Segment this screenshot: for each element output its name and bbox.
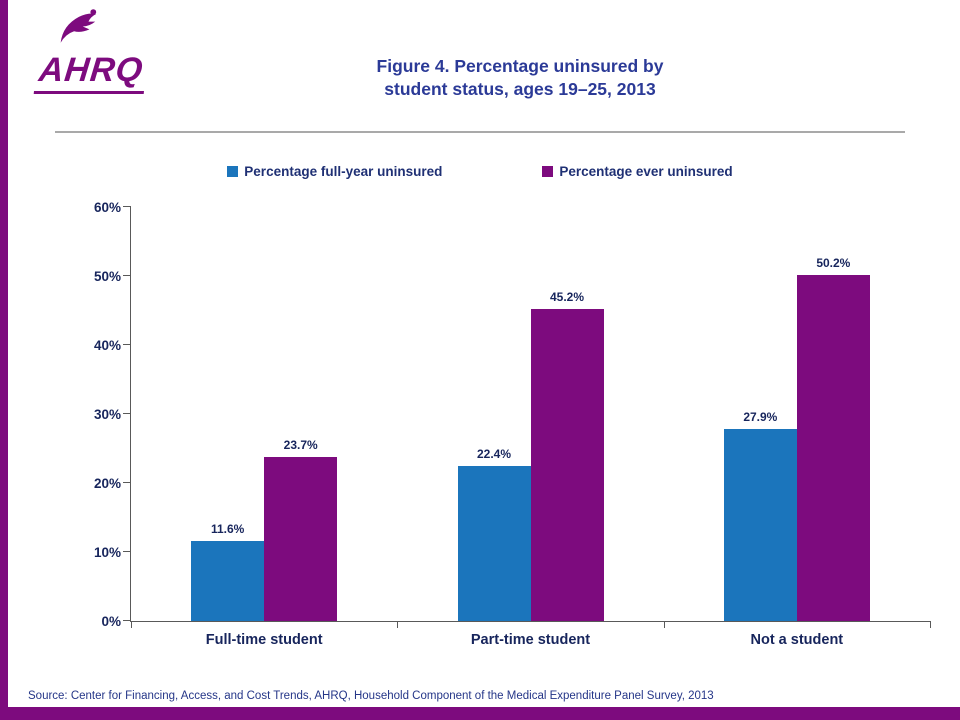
bar-value-label: 22.4% [476,447,512,462]
bar-value-label: 11.6% [210,521,245,536]
legend-label-ever-uninsured: Percentage ever uninsured [559,164,733,179]
y-axis-tick-label: 60% [93,200,121,215]
bar-full-year-uninsured [723,428,797,621]
bar-ever-uninsured [796,274,870,621]
page-title-line2: student status, ages 19–25, 2013 [384,79,656,99]
x-axis-category-label: Full-time student [205,632,323,648]
y-axis-tick-label: 50% [93,269,121,284]
hhs-eagle-icon [52,4,100,48]
bar-value-label: 23.7% [283,438,318,453]
legend-swatch-blue-icon [227,166,239,177]
legend-item-ever-uninsured: Percentage ever uninsured [542,164,733,179]
bar-ever-uninsured [264,457,338,621]
y-axis-tick [123,551,131,552]
y-axis-tick [123,482,131,483]
bar-full-year-uninsured [191,540,265,621]
y-axis-tick [123,275,131,276]
x-axis-tick [930,621,931,628]
plot-area: 0% 10% 20% 30% 40% 50% 60% Full-time student 11.… [94,200,931,648]
x-axis-category-label: Not a student [750,632,844,648]
y-axis-tick [123,413,131,414]
legend-swatch-purple-icon [542,166,554,177]
bar-value-label: 27.9% [743,409,778,424]
bar-full-year-uninsured [457,466,531,621]
bar-ever-uninsured [530,309,604,621]
bar-value-label: 45.2% [549,290,585,305]
x-axis-tick [397,621,399,628]
legend-item-full-year-uninsured: Percentage full-year uninsured [227,164,442,179]
y-axis-tick-label: 40% [93,338,121,353]
x-axis-tick [663,621,665,628]
y-axis-tick-label: 0% [101,614,121,629]
y-axis-tick [123,620,131,621]
y-axis-tick-label: 30% [93,407,121,422]
legend-label-full-year-uninsured: Percentage full-year uninsured [244,164,443,179]
header-divider [55,131,905,133]
y-axis-tick [123,344,131,345]
y-axis-tick-label: 10% [93,545,121,560]
source-text: Source: Center for Financing, Access, an… [28,690,714,702]
page-title: Figure 4. Percentage uninsured by studen… [90,55,950,101]
left-accent-bar [0,0,8,720]
y-axis-tick [123,206,131,207]
bar-value-label: 50.2% [816,255,851,270]
x-axis-category-label: Part-time student [470,632,591,648]
page-title-line1: Figure 4. Percentage uninsured by [376,56,664,76]
bottom-accent-bar [0,707,960,720]
x-axis-tick [131,621,132,628]
chart-legend: Percentage full-year uninsured Percentag… [0,164,960,179]
y-axis-tick-label: 20% [93,476,121,491]
